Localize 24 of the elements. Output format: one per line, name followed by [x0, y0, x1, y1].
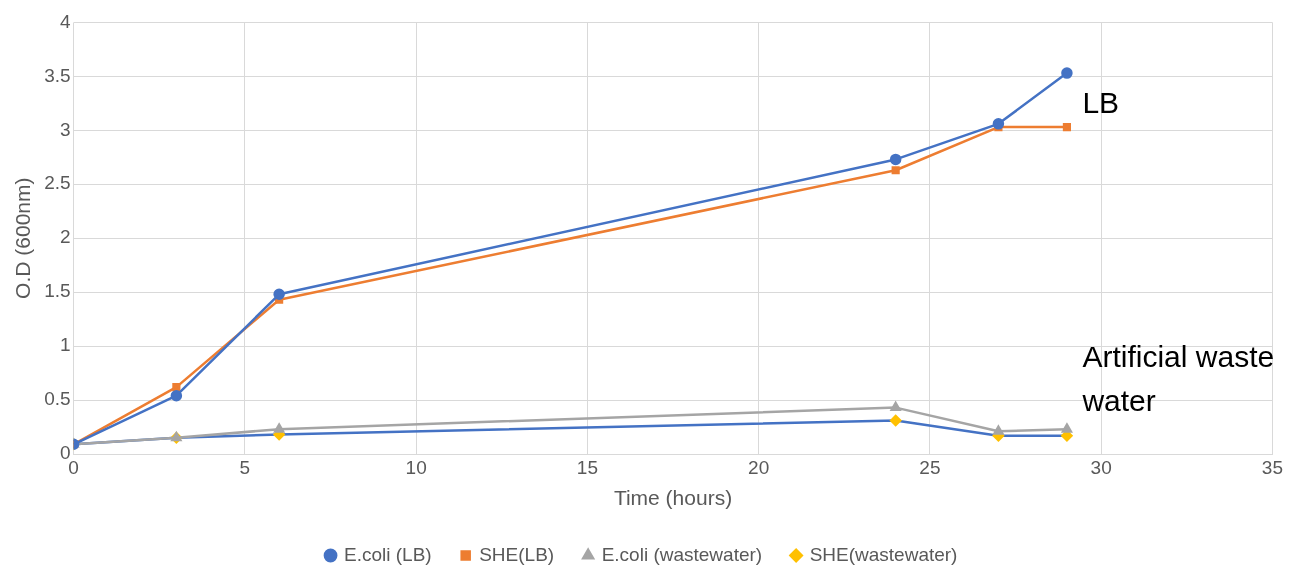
y-tick-label: 4	[60, 10, 72, 32]
x-tick-label: 20	[748, 456, 770, 478]
annotation: Artificial waste water	[1081, 340, 1275, 418]
y-tick-label: 2.5	[44, 172, 71, 194]
x-tick-label: 10	[405, 456, 427, 478]
y-tick-label: 1	[60, 334, 71, 356]
y-tick-label: 3.5	[44, 64, 71, 86]
y-tick-label: 2	[60, 226, 71, 248]
legend-label: SHE(wastewater)	[809, 543, 958, 565]
annotation: LB	[1082, 85, 1120, 119]
y-tick-label: 0.5	[44, 388, 71, 410]
x-tick-label: 30	[1090, 456, 1112, 478]
y-tick-label: 0	[60, 442, 71, 464]
x-tick-label: 5	[239, 456, 251, 478]
x-tick-label: 35	[1261, 456, 1283, 478]
x-tick-label: 15	[576, 456, 598, 478]
legend-label: SHE(LB)	[479, 543, 555, 565]
x-axis-title: Time (hours)	[613, 486, 733, 510]
x-tick-label: 25	[919, 456, 941, 478]
y-tick-label: 1.5	[44, 280, 71, 302]
legend-label: E.coli (wastewater)	[601, 543, 763, 565]
legend-label: E.coli (LB)	[344, 543, 432, 565]
y-tick-label: 3	[60, 118, 71, 140]
y-axis-title: O.D (600nm)	[11, 177, 35, 299]
